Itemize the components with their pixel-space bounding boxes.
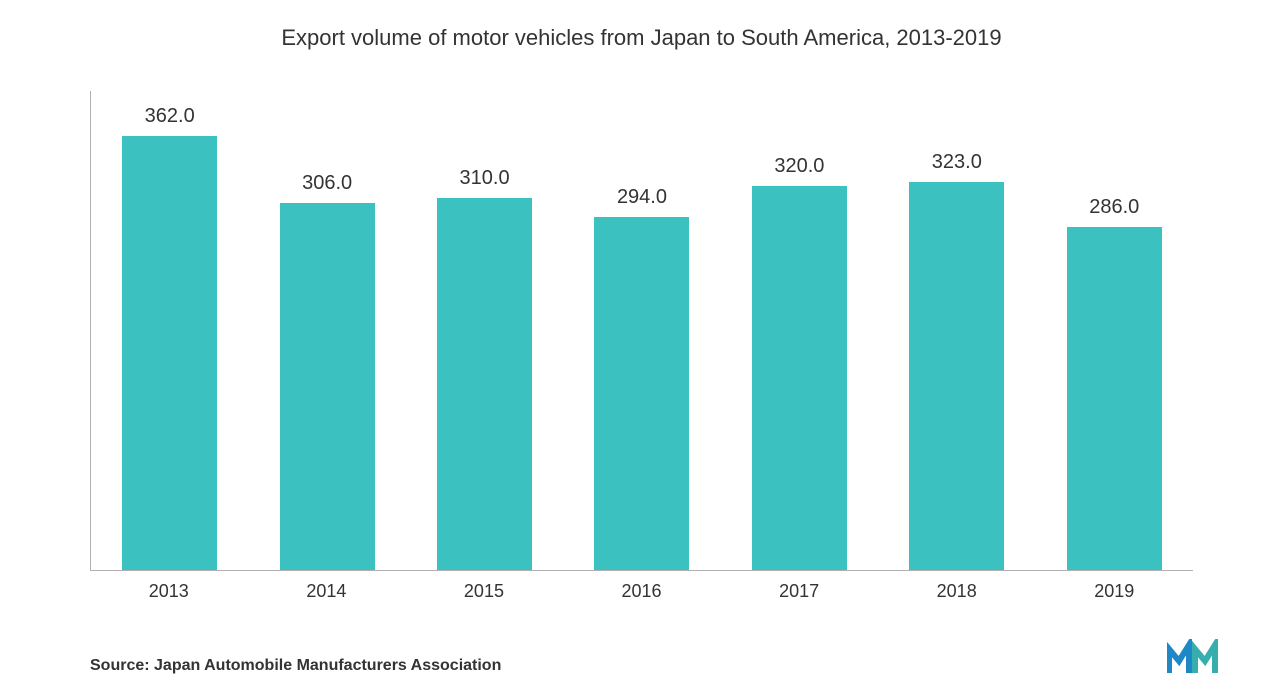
- bar-value-label: 323.0: [932, 151, 982, 174]
- chart-title: Export volume of motor vehicles from Jap…: [60, 25, 1223, 51]
- bar: [122, 136, 217, 570]
- source-label: Source:: [90, 657, 150, 674]
- bar-value-label: 294.0: [617, 186, 667, 209]
- bar: [280, 203, 375, 570]
- bar: [594, 217, 689, 570]
- bar-value-label: 306.0: [302, 172, 352, 195]
- bar-slot: 310.0: [406, 91, 563, 570]
- source-citation: Source: Japan Automobile Manufacturers A…: [90, 657, 501, 675]
- bar-slot: 362.0: [91, 91, 248, 570]
- bar-value-label: 310.0: [460, 167, 510, 190]
- chart-plot-area: 362.0 306.0 310.0 294.0 320.0 323.0 286.0: [90, 91, 1193, 571]
- bars-container: 362.0 306.0 310.0 294.0 320.0 323.0 286.0: [91, 91, 1193, 570]
- mordor-logo-icon: [1167, 639, 1223, 675]
- x-axis-label: 2017: [720, 581, 878, 602]
- bar: [1067, 227, 1162, 570]
- bar-value-label: 362.0: [145, 105, 195, 128]
- bar-slot: 286.0: [1036, 91, 1193, 570]
- x-axis-label: 2013: [90, 581, 248, 602]
- bar-value-label: 320.0: [774, 155, 824, 178]
- x-axis-label: 2015: [405, 581, 563, 602]
- bar-slot: 323.0: [878, 91, 1035, 570]
- bar-slot: 320.0: [721, 91, 878, 570]
- bar: [909, 182, 1004, 570]
- bar-value-label: 286.0: [1089, 196, 1139, 219]
- chart-footer: Source: Japan Automobile Manufacturers A…: [90, 639, 1223, 675]
- x-axis-label: 2014: [248, 581, 406, 602]
- bar-slot: 294.0: [563, 91, 720, 570]
- x-axis-label: 2016: [563, 581, 721, 602]
- bar-slot: 306.0: [248, 91, 405, 570]
- source-text: Japan Automobile Manufacturers Associati…: [154, 657, 501, 674]
- x-axis-labels: 2013201420152016201720182019: [90, 581, 1193, 602]
- x-axis-label: 2019: [1035, 581, 1193, 602]
- x-axis-label: 2018: [878, 581, 1036, 602]
- bar: [437, 198, 532, 570]
- bar: [752, 186, 847, 570]
